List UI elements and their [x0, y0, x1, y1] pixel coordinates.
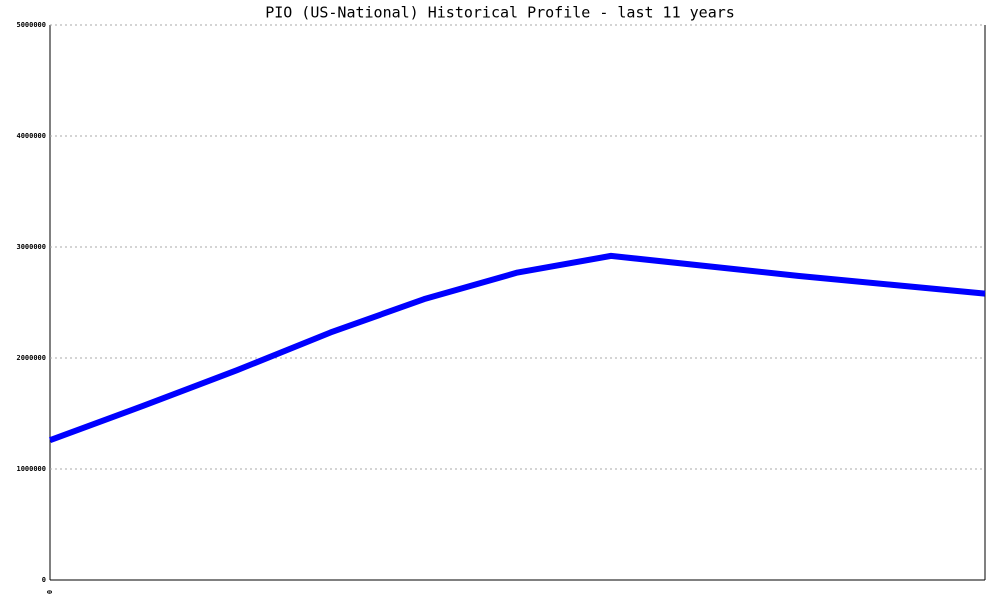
y-tick-label: 2000000 [16, 354, 46, 362]
y-tick-label: 3000000 [16, 243, 46, 251]
y-tick-label: 4000000 [16, 132, 46, 140]
y-tick-label: 5000000 [16, 21, 46, 29]
y-tick-label: 0 [42, 576, 46, 584]
chart-title: PIO (US-National) Historical Profile - l… [265, 4, 735, 22]
y-tick-label: 1000000 [16, 465, 46, 473]
data-line [48, 252, 986, 443]
x-tick-label: 0 [46, 590, 54, 594]
